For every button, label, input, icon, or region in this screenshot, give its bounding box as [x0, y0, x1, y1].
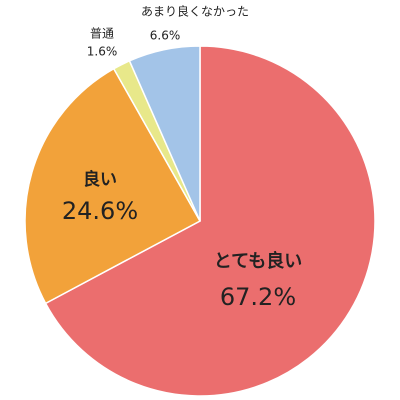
value-label: 67.2%	[220, 283, 296, 311]
value-label: 6.6%	[150, 29, 181, 43]
value-label: 24.6%	[62, 197, 138, 225]
slice-label: 良い	[83, 169, 117, 190]
slice-label: 普通	[90, 27, 114, 41]
pie-slice	[44, 45, 376, 397]
value-label: 1.6%	[87, 45, 118, 59]
slice-label: あまり良くなかった	[141, 4, 249, 19]
pie-slice	[128, 45, 201, 222]
pie-slice	[24, 67, 202, 305]
slice-label: とても良い	[214, 250, 303, 272]
